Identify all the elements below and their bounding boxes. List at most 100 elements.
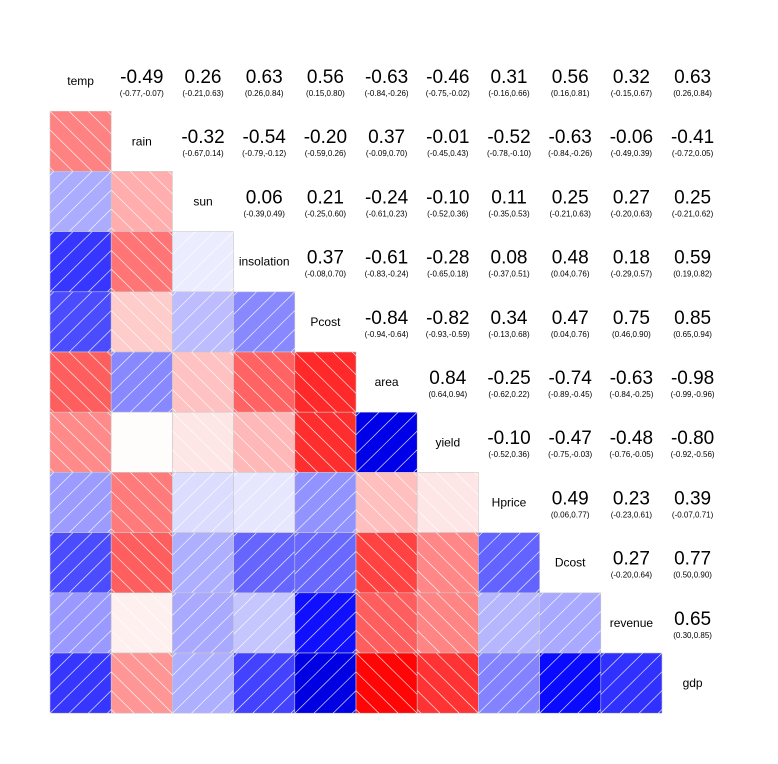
correlation-value: -0.82 (426, 308, 469, 329)
confidence-interval: (-0.09,0.70) (366, 149, 408, 158)
correlation-value: 0.06 (246, 187, 283, 208)
correlation-value: -0.41 (671, 127, 714, 148)
shade-cell (49, 532, 112, 594)
correlation-value: 0.59 (674, 248, 711, 269)
shade-cell (49, 652, 112, 714)
correlation-value: 0.27 (613, 187, 650, 208)
shade-cell (539, 652, 602, 714)
hatch-lines (294, 472, 356, 533)
confidence-interval: (0.04,0.76) (551, 270, 590, 279)
correlation-value: 0.56 (552, 67, 589, 88)
correlation-value: 0.27 (613, 549, 650, 570)
confidence-interval: (-0.72,0.05) (672, 149, 714, 158)
correlation-value: 0.34 (491, 308, 528, 329)
correlation-value: 0.37 (368, 127, 405, 148)
shade-cell (49, 291, 112, 353)
hatch-lines (539, 592, 601, 653)
hatch-lines (233, 352, 295, 413)
confidence-interval: (-0.16,0.66) (488, 89, 530, 98)
variable-label: rain (132, 134, 152, 148)
lower-panel-cells (49, 110, 663, 714)
correlation-value: -0.61 (365, 248, 408, 269)
hatch-lines (478, 532, 540, 593)
correlation-value: 0.39 (674, 488, 711, 509)
shade-cell (172, 411, 234, 473)
shade-cell (110, 171, 173, 232)
hatch-lines (172, 352, 234, 413)
confidence-interval: (0.19,0.82) (673, 270, 712, 279)
shade-cell (49, 592, 112, 654)
correlation-value: 0.48 (552, 248, 589, 269)
shade-cell (110, 592, 173, 654)
upper-panel-correlations: -0.49(-0.77,-0.07)0.26(-0.21,0.63)0.63(0… (120, 67, 715, 640)
hatch-lines (111, 592, 173, 653)
correlation-value: -0.01 (426, 127, 469, 148)
shade-cell (478, 592, 540, 654)
correlation-value: -0.20 (304, 127, 347, 148)
variable-label: revenue (610, 616, 654, 630)
confidence-interval: (0.15,0.80) (306, 89, 345, 98)
shade-cell (172, 592, 234, 654)
shade-cell (355, 652, 418, 714)
shade-cell (49, 411, 112, 473)
shade-cell (110, 652, 173, 714)
confidence-interval: (-0.75,-0.02) (426, 89, 470, 98)
confidence-interval: (-0.39,0.49) (244, 209, 286, 218)
confidence-interval: (-0.84,-0.25) (609, 390, 653, 399)
confidence-interval: (-0.23,0.61) (611, 510, 653, 519)
correlation-value: -0.47 (549, 428, 592, 449)
shade-cell (600, 652, 663, 714)
diagonal-variable-labels: temp rain sun insolation Pcost area yield Hpric… (67, 74, 703, 690)
hatch-lines (111, 231, 173, 292)
hatch-lines (356, 532, 418, 593)
hatch-lines (294, 592, 356, 653)
shade-cell (172, 231, 234, 293)
correlation-value: -0.52 (487, 127, 530, 148)
hatch-lines (111, 653, 173, 714)
correlation-value: 0.63 (674, 67, 711, 88)
correlation-value: 0.25 (674, 187, 711, 208)
shade-cell (294, 652, 357, 714)
correlation-value: 0.77 (674, 549, 711, 570)
confidence-interval: (-0.76,-0.05) (609, 450, 653, 459)
shade-cell (416, 652, 479, 714)
confidence-interval: (-0.20,0.64) (611, 571, 653, 580)
confidence-interval: (-0.84,-0.26) (548, 149, 592, 158)
confidence-interval: (-0.15,0.67) (611, 89, 653, 98)
hatch-lines (233, 412, 295, 473)
correlation-value: -0.74 (549, 368, 593, 389)
shade-cell (478, 652, 540, 714)
correlation-value: 0.49 (552, 488, 589, 509)
correlation-value: -0.25 (487, 368, 530, 389)
confidence-interval: (-0.67,0.14) (182, 149, 224, 158)
confidence-interval: (-0.99,-0.96) (671, 390, 715, 399)
hatch-lines (172, 291, 234, 352)
correlation-value: -0.80 (671, 428, 714, 449)
hatch-lines (356, 653, 418, 714)
correlation-value: -0.32 (181, 127, 224, 148)
shade-cell (294, 351, 357, 413)
correlation-value: -0.63 (549, 127, 592, 148)
shade-cell (49, 171, 112, 232)
shade-cell (233, 411, 296, 473)
variable-label: Pcost (310, 315, 341, 329)
correlation-value: -0.06 (610, 127, 653, 148)
hatch-lines (50, 111, 112, 172)
shade-cell (172, 291, 234, 353)
confidence-interval: (-0.62,0.22) (488, 390, 530, 399)
correlation-value: -0.48 (610, 428, 653, 449)
hatch-lines (294, 532, 356, 593)
shade-cell (539, 592, 602, 654)
shade-cell (233, 592, 296, 654)
correlation-value: -0.46 (426, 67, 469, 88)
correlation-value: -0.54 (243, 127, 287, 148)
confidence-interval: (0.50,0.90) (673, 571, 712, 580)
hatch-lines (50, 352, 112, 413)
shade-cell (233, 351, 296, 413)
hatch-lines (356, 592, 418, 653)
confidence-interval: (-0.59,0.26) (305, 149, 347, 158)
hatch-lines (111, 472, 173, 533)
correlation-value: 0.18 (613, 248, 650, 269)
variable-label: insolation (239, 255, 290, 269)
confidence-interval: (-0.92,-0.56) (671, 450, 715, 459)
